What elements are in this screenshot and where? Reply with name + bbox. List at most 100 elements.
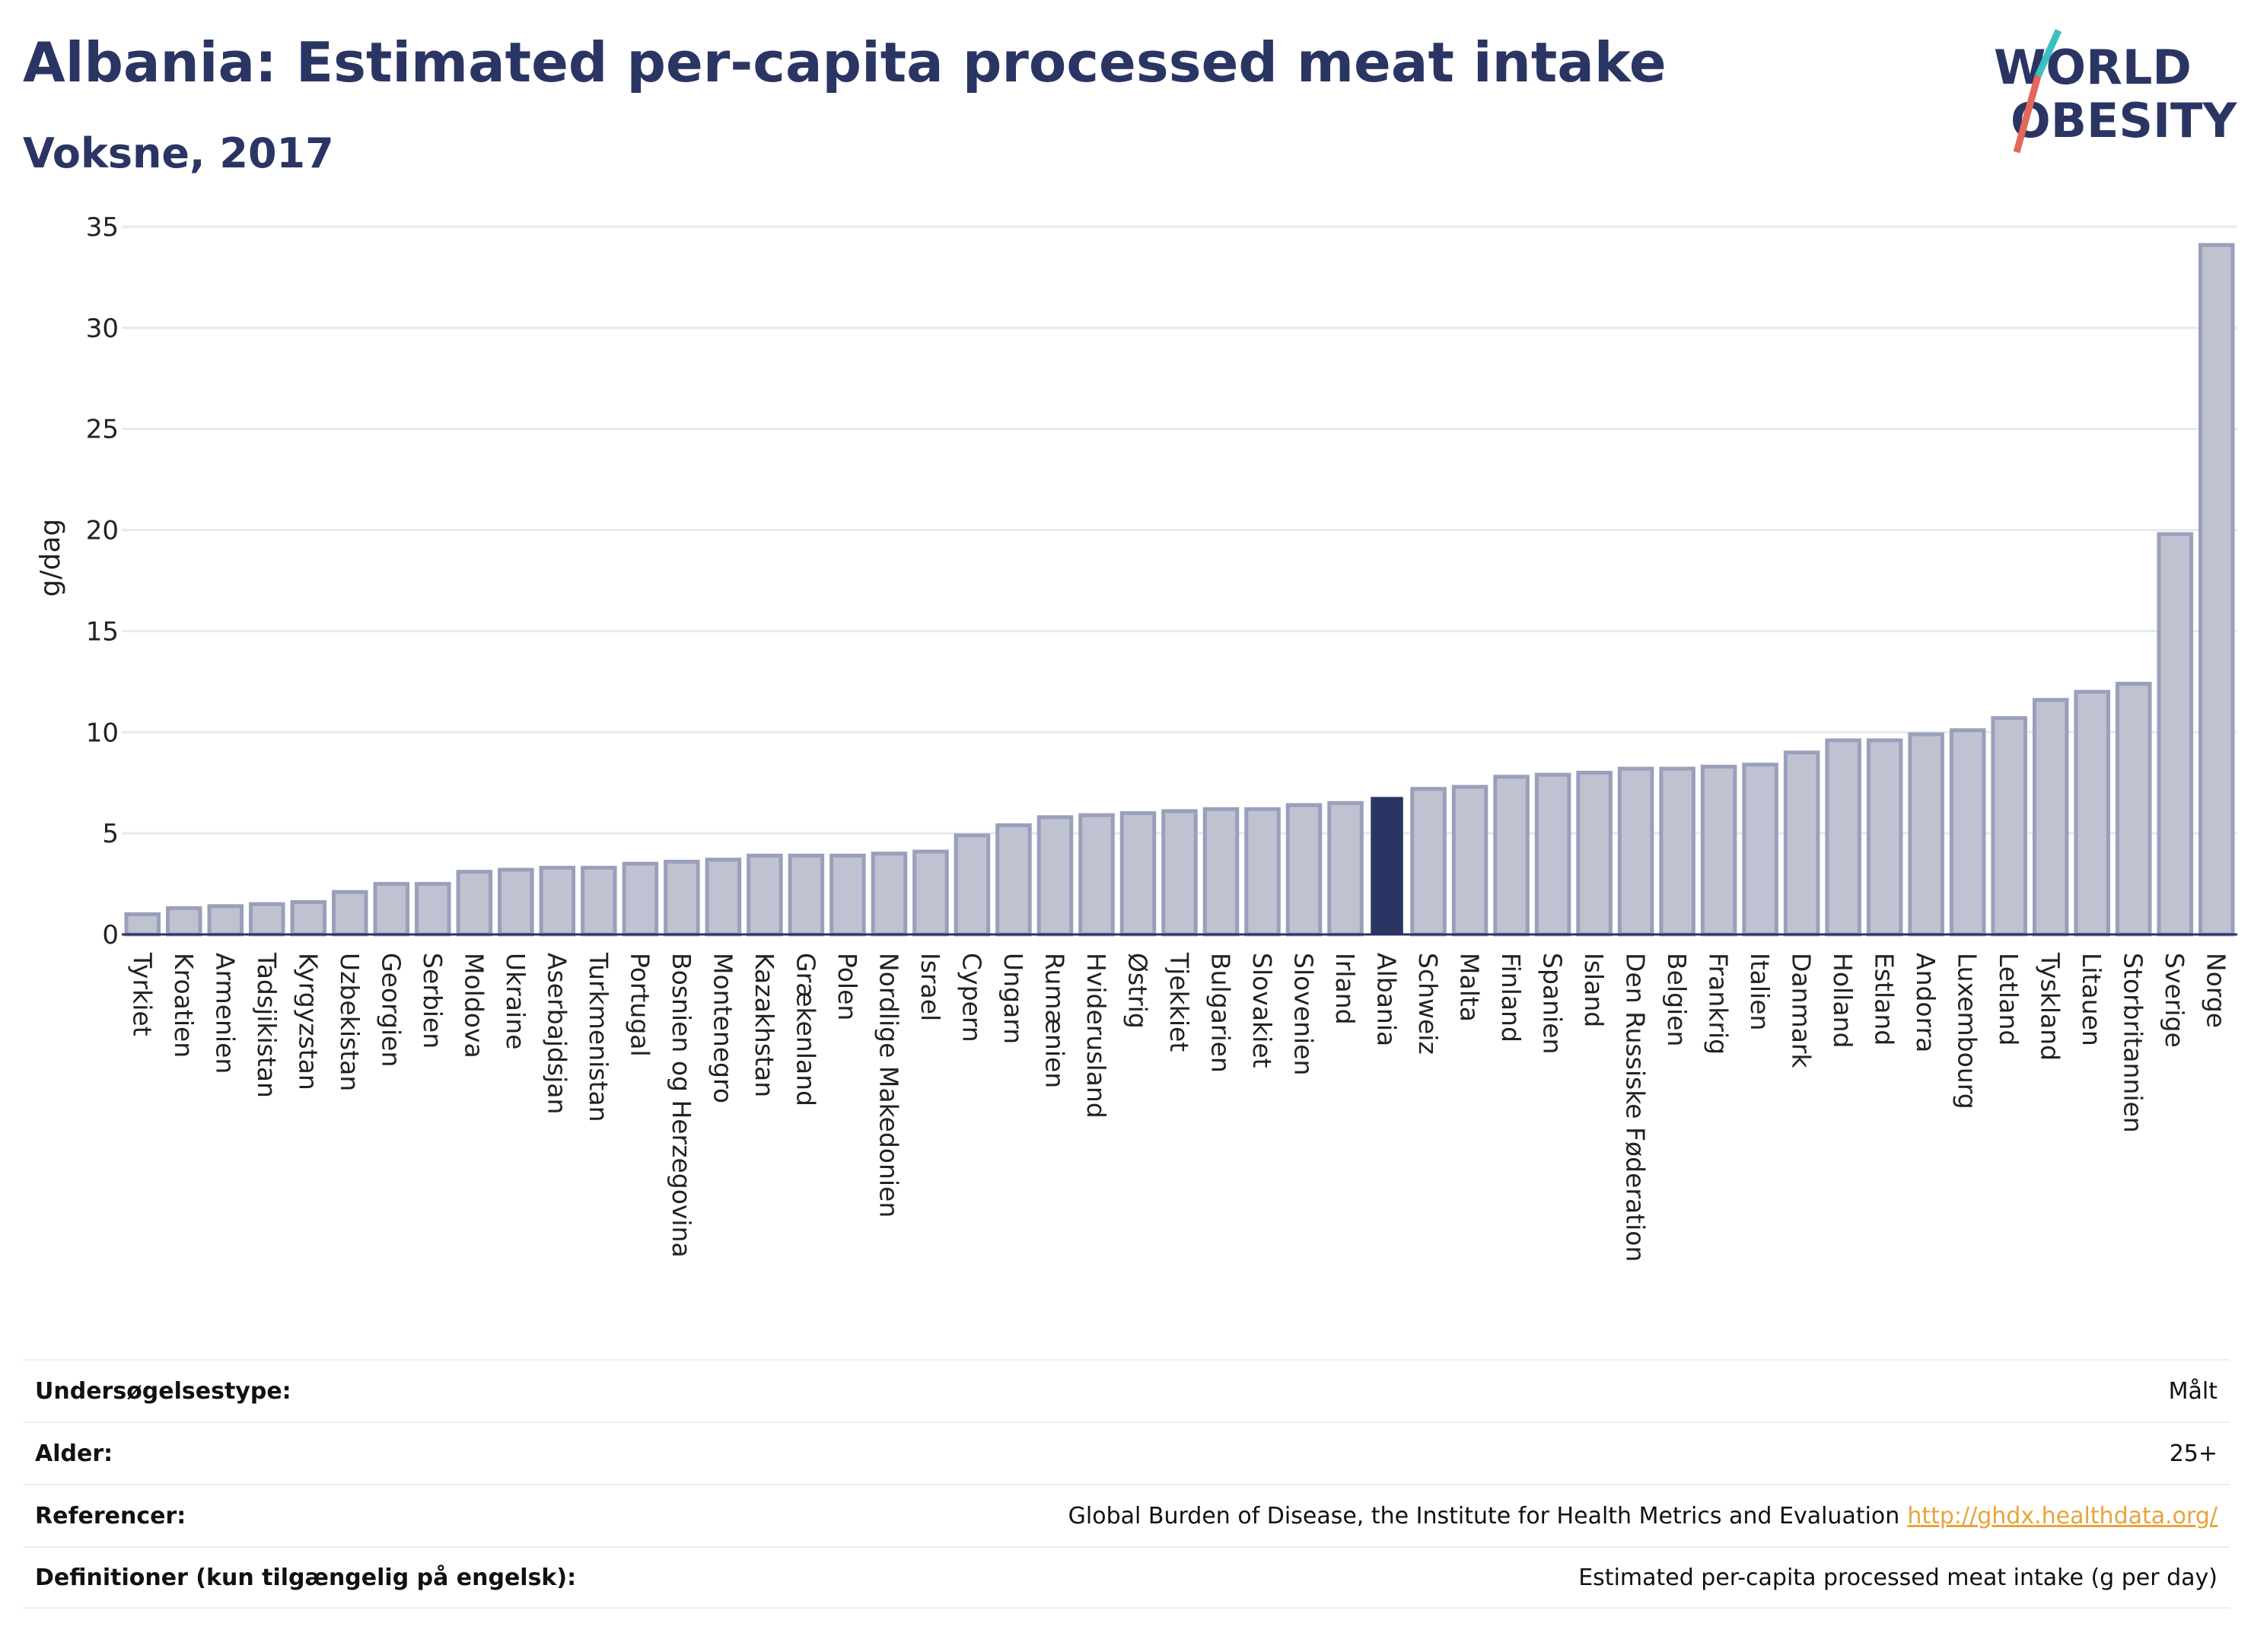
x-tick-label: Italien — [1745, 953, 1775, 1030]
bar-israel — [912, 849, 949, 937]
x-tick-label: Estland — [1870, 953, 1899, 1046]
meta-value: Målt — [2168, 1377, 2218, 1405]
meta-row-definitions: Definitioner (kun tilgængelig på engelsk… — [23, 1546, 2230, 1609]
x-tick-label: Litauen — [2077, 953, 2106, 1046]
meta-value-references: Global Burden of Disease, the Institute … — [1068, 1503, 2218, 1529]
bar-bulgarien — [1202, 807, 1240, 937]
x-tick-label: Grækenland — [791, 953, 820, 1106]
y-tick-label: 35 — [86, 212, 119, 243]
x-tick-label: Kazakhstan — [750, 953, 779, 1097]
x-tick-label: Letland — [1994, 953, 2023, 1046]
bar-andorra — [1908, 732, 1944, 937]
logo-line1: WORLD — [1994, 40, 2192, 95]
bar-turkmenistan — [581, 865, 617, 937]
bar-sverige — [2157, 532, 2193, 937]
x-tick-label: Hviderusland — [1081, 953, 1111, 1119]
bar-norge — [2198, 243, 2235, 937]
y-tick-label: 20 — [86, 516, 119, 546]
y-tick-label: 0 — [102, 920, 119, 950]
x-tick-label: Aserbajdsjan — [542, 953, 572, 1114]
bar-bosnien-og-herzegovina — [664, 859, 700, 937]
y-tick-label: 5 — [102, 819, 119, 849]
bar-ungarn — [995, 823, 1032, 937]
bar-chart: 0 5 10 15 20 25 30 35 g/dag Tyrkiet Kroatien Armeni… — [35, 212, 2237, 1262]
bar-tjekkiet — [1161, 809, 1198, 937]
bar-italien — [1742, 762, 1778, 937]
bar-moldova — [456, 870, 493, 937]
x-tick-label: Bosnien og Herzegovina — [667, 953, 696, 1258]
bar-hviderusland — [1078, 813, 1115, 937]
bar-albania — [1371, 797, 1403, 934]
bar-grækenland — [788, 853, 825, 937]
bar-den-russiske-føderation — [1617, 766, 1654, 937]
meta-label: Alder: — [35, 1440, 113, 1467]
y-tick-label: 25 — [86, 415, 119, 445]
x-tick-label: Tjekkiet — [1164, 952, 1194, 1052]
x-tick-label: Den Russiske Føderation — [1621, 953, 1651, 1262]
logo-line2: OBESITY — [2011, 93, 2237, 148]
x-tick-label: Finland — [1496, 953, 1526, 1042]
bar-georgien — [373, 882, 410, 937]
x-tick-label: Israel — [915, 953, 945, 1021]
x-tick-label: Schweiz — [1413, 953, 1443, 1055]
bar-estland — [1866, 738, 1903, 937]
bar-aserbajdsjan — [539, 865, 576, 937]
logo-coral-stroke — [2013, 75, 2042, 154]
bar-storbritannien — [2115, 682, 2152, 937]
bar-kazakhstan — [747, 853, 783, 937]
logo-teal-stroke — [2034, 29, 2062, 78]
bar-irland — [1327, 801, 1364, 937]
chart-subtitle: Voksne, 2017 — [23, 129, 334, 177]
x-tick-label: Frankrig — [1704, 953, 1734, 1055]
x-tick-label: Nordlige Makedonien — [874, 953, 903, 1218]
x-tick-label: Portugal — [625, 953, 654, 1057]
bar-ukraine — [498, 867, 534, 937]
x-tick-label: Kyrgyzstan — [293, 953, 323, 1090]
bar-danmark — [1783, 750, 1820, 937]
x-tick-label: Malta — [1455, 953, 1485, 1022]
meta-value: Estimated per-capita processed meat inta… — [1578, 1564, 2218, 1591]
x-tick-label: Tyskland — [2036, 952, 2065, 1061]
x-tick-label: Danmark — [1787, 953, 1816, 1068]
x-tick-label: Norge — [2202, 953, 2231, 1028]
x-tick-label: Albania — [1372, 953, 1402, 1046]
bar-slovakiet — [1244, 807, 1281, 937]
bar-tyrkiet — [124, 912, 161, 937]
x-tick-label: Irland — [1330, 953, 1360, 1025]
world-obesity-logo: WORLD OBESITY — [1994, 29, 2237, 154]
x-tick-label: Polen — [833, 953, 862, 1020]
x-tick-label: Tadsjikistan — [252, 952, 282, 1098]
bar-frankrig — [1700, 764, 1737, 937]
x-tick-label: Storbritannien — [2119, 953, 2148, 1133]
meta-row-survey-type: Undersøgelsestype: Målt — [23, 1359, 2230, 1421]
reference-link[interactable]: http://ghdx.healthdata.org/ — [1907, 1502, 2218, 1529]
x-tick-label: Bulgarien — [1206, 953, 1236, 1073]
bar-nordlige-makedonien — [871, 851, 908, 937]
bar-schweiz — [1410, 787, 1447, 937]
y-tick-label: 15 — [86, 616, 119, 647]
bar-østrig — [1119, 811, 1157, 937]
x-tick-label: Østrig — [1122, 953, 1152, 1029]
x-tick-label: Slovenien — [1289, 953, 1319, 1075]
bar-holland — [1825, 738, 1861, 937]
bar-litauen — [2074, 689, 2110, 937]
x-tick-label: Sverige — [2160, 953, 2189, 1048]
x-tick-label: Slovakiet — [1247, 953, 1277, 1068]
bar-malta — [1451, 785, 1488, 937]
x-tick-label: Spanien — [1538, 953, 1568, 1054]
bar-slovenien — [1285, 803, 1323, 937]
x-tick-label: Georgien — [376, 953, 406, 1067]
bar-spanien — [1534, 772, 1571, 937]
x-tick-label: Island — [1579, 953, 1609, 1027]
bar-luxembourg — [1949, 728, 1986, 937]
bar-kyrgyzstan — [290, 899, 327, 937]
meta-row-age: Alder: 25+ — [23, 1421, 2230, 1484]
y-tick-label: 30 — [86, 314, 119, 344]
x-tick-label: Armenien — [210, 953, 240, 1074]
meta-label: Referencer: — [35, 1502, 186, 1529]
x-tick-label: Montenegro — [708, 953, 737, 1103]
x-tick-label: Belgien — [1662, 953, 1692, 1046]
x-tick-label: Cypern — [957, 953, 986, 1042]
bar-rumænien — [1036, 815, 1074, 937]
metadata-table: Undersøgelsestype: Målt Alder: 25+ Refer… — [23, 1359, 2230, 1609]
